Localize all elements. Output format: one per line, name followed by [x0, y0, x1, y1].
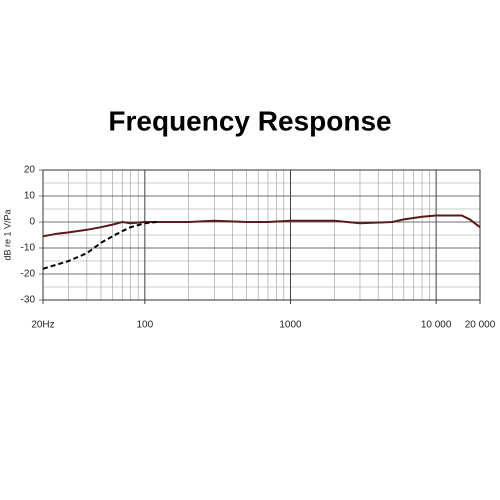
x-tick-label: 20Hz — [31, 320, 54, 331]
y-tick-label: -30 — [21, 295, 36, 306]
x-tick-label: 1000 — [279, 320, 302, 331]
series-line — [42, 214, 481, 238]
y-tick-label: 10 — [24, 191, 36, 202]
y-tick-label: 0 — [29, 217, 35, 228]
chart-title: Frequency Response — [108, 105, 391, 136]
x-tick-label: 20 000 — [465, 320, 496, 331]
x-tick-label: 10 000 — [421, 320, 452, 331]
y-tick-label: 20 — [24, 165, 36, 176]
x-tick-label: 100 — [136, 320, 153, 331]
plot-frame — [42, 169, 481, 301]
y-axis-label: dB re 1 V/Pa — [2, 209, 12, 260]
series-line — [42, 221, 157, 270]
y-tick-label: -20 — [21, 269, 36, 280]
y-tick-label: -10 — [21, 243, 36, 254]
